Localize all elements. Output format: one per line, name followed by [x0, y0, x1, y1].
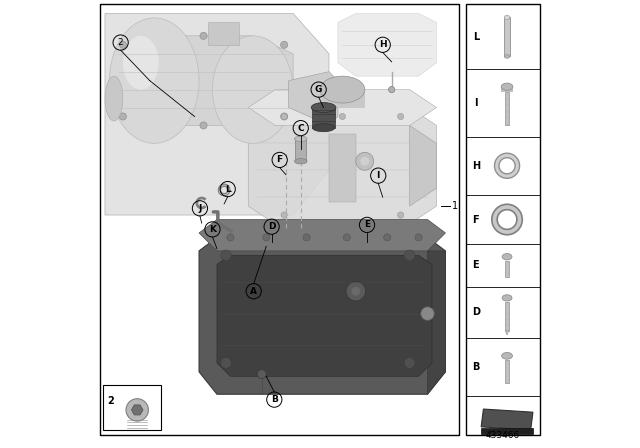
Bar [100, 4, 459, 435]
Text: D: D [268, 222, 275, 231]
Circle shape [383, 234, 391, 241]
Ellipse shape [294, 159, 307, 164]
Polygon shape [428, 251, 445, 394]
Text: L: L [225, 185, 230, 194]
Ellipse shape [320, 76, 365, 103]
Text: B: B [271, 395, 278, 404]
Polygon shape [199, 220, 445, 251]
Ellipse shape [311, 103, 336, 112]
Circle shape [404, 250, 415, 261]
Text: L: L [473, 32, 479, 42]
Ellipse shape [109, 18, 199, 143]
Polygon shape [131, 405, 143, 415]
Circle shape [126, 399, 148, 421]
Ellipse shape [212, 36, 293, 143]
Circle shape [415, 234, 422, 241]
Text: C: C [298, 124, 304, 133]
Text: H: H [379, 40, 387, 49]
Circle shape [227, 234, 234, 241]
Bar [329, 134, 356, 202]
Circle shape [281, 113, 287, 120]
Circle shape [397, 113, 404, 120]
Bar [320, 90, 365, 108]
Circle shape [397, 212, 404, 218]
Circle shape [421, 307, 435, 320]
Ellipse shape [502, 353, 513, 359]
Text: I: I [376, 171, 380, 180]
Polygon shape [217, 255, 432, 376]
Polygon shape [105, 13, 329, 215]
Text: E: E [472, 260, 479, 271]
Circle shape [404, 358, 415, 368]
Text: F: F [276, 155, 283, 164]
Circle shape [257, 370, 266, 379]
Bar [504, 17, 509, 56]
Bar [103, 385, 161, 430]
Text: B: B [472, 362, 479, 372]
Ellipse shape [501, 83, 513, 90]
Polygon shape [114, 36, 293, 125]
Text: 2: 2 [108, 396, 114, 406]
Circle shape [280, 41, 288, 48]
Polygon shape [338, 13, 436, 76]
Circle shape [303, 234, 310, 241]
Ellipse shape [504, 15, 509, 20]
Text: E: E [364, 220, 370, 229]
Text: G: G [315, 85, 323, 94]
Circle shape [221, 358, 231, 368]
Text: F: F [472, 215, 479, 224]
Circle shape [351, 287, 360, 296]
Circle shape [119, 113, 127, 120]
Polygon shape [505, 331, 509, 335]
Circle shape [200, 32, 207, 39]
Circle shape [356, 152, 374, 170]
Text: D: D [472, 307, 480, 318]
Bar [481, 428, 533, 434]
Polygon shape [199, 237, 445, 394]
Text: 1: 1 [452, 201, 458, 211]
Circle shape [119, 41, 127, 48]
Ellipse shape [502, 254, 512, 260]
Bar [505, 261, 509, 277]
Text: A: A [250, 287, 257, 296]
Circle shape [200, 122, 207, 129]
Polygon shape [248, 90, 436, 125]
Ellipse shape [105, 76, 123, 121]
Circle shape [339, 113, 346, 120]
Text: J: J [198, 204, 202, 213]
Circle shape [343, 234, 351, 241]
Polygon shape [410, 125, 436, 206]
Circle shape [388, 86, 395, 93]
Ellipse shape [502, 295, 512, 301]
Text: H: H [472, 161, 480, 171]
Text: K: K [209, 225, 216, 234]
Bar [501, 87, 513, 92]
Ellipse shape [294, 136, 307, 142]
Polygon shape [481, 409, 533, 430]
Text: I: I [474, 98, 477, 108]
Ellipse shape [123, 36, 159, 90]
Polygon shape [248, 108, 436, 224]
Circle shape [281, 212, 287, 218]
Circle shape [360, 157, 369, 166]
Bar [312, 108, 335, 128]
Polygon shape [289, 72, 338, 125]
Text: 2: 2 [118, 38, 124, 47]
Bar [208, 22, 239, 45]
Bar [505, 302, 509, 331]
Ellipse shape [312, 124, 335, 132]
Bar [466, 4, 540, 435]
Circle shape [221, 250, 231, 261]
Bar [505, 92, 509, 125]
Circle shape [346, 281, 365, 301]
Bar [505, 360, 509, 383]
Bar [296, 139, 306, 161]
Text: 433466: 433466 [486, 431, 520, 440]
Circle shape [262, 234, 270, 241]
Circle shape [280, 113, 288, 120]
Ellipse shape [504, 55, 509, 58]
